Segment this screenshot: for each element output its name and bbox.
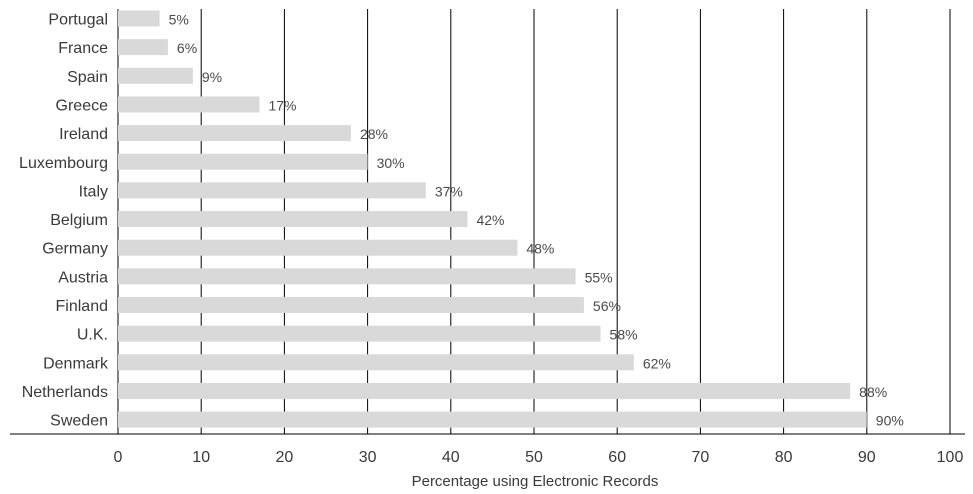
- x-tick-label: 10: [192, 449, 210, 466]
- value-label: 55%: [585, 269, 613, 285]
- bar: [118, 211, 468, 228]
- bar: [118, 153, 368, 170]
- x-tick-label: 60: [608, 449, 626, 466]
- value-labels: 5% 6% 9% 17% 28% 30% 37% 42% 48% 55% 56% 58% 62% 88% 9…: [169, 12, 904, 429]
- x-tick-label: 80: [775, 449, 793, 466]
- value-label: 6%: [177, 40, 197, 56]
- x-tick-labels: 0 10 20 30 40 50 60 70 80 90 100: [114, 449, 964, 466]
- bar: [118, 382, 851, 399]
- value-label: 17%: [268, 97, 296, 113]
- value-label: 56%: [593, 298, 621, 314]
- category-label: Belgium: [50, 212, 108, 229]
- category-label: Netherlands: [22, 384, 108, 401]
- bar: [118, 67, 193, 84]
- bar: [118, 39, 168, 56]
- x-tick-label: 30: [359, 449, 377, 466]
- value-label: 90%: [876, 413, 904, 429]
- value-label: 48%: [526, 241, 554, 257]
- category-label: France: [58, 40, 108, 57]
- bar: [118, 125, 351, 142]
- x-tick-label: 40: [442, 449, 460, 466]
- x-tick-label: 70: [692, 449, 710, 466]
- category-label: Portugal: [48, 12, 108, 29]
- value-label: 5%: [169, 12, 189, 28]
- bars: [118, 10, 867, 428]
- value-label: 28%: [360, 126, 388, 142]
- value-label: 62%: [643, 355, 671, 371]
- category-label: Sweden: [50, 413, 108, 430]
- value-label: 58%: [610, 327, 638, 343]
- bar: [118, 96, 260, 113]
- x-tick-label: 20: [276, 449, 294, 466]
- category-labels: Portugal France Spain Greece Ireland Luxembou…: [19, 12, 109, 430]
- category-label: Finland: [56, 298, 108, 315]
- x-tick-label: 100: [937, 449, 964, 466]
- value-label: 42%: [476, 212, 504, 228]
- bar: [118, 297, 584, 313]
- bar: [118, 239, 518, 256]
- bar: [118, 10, 160, 27]
- category-label: Denmark: [43, 355, 109, 372]
- x-tick-label: 90: [858, 449, 876, 466]
- bar: [118, 325, 601, 342]
- bar: [118, 411, 867, 428]
- category-label: Spain: [67, 69, 108, 86]
- bar: [118, 354, 634, 371]
- value-label: 30%: [377, 155, 405, 171]
- x-tick-label: 50: [525, 449, 543, 466]
- bar: [118, 268, 576, 285]
- category-label: Austria: [58, 269, 108, 286]
- value-label: 9%: [202, 69, 222, 85]
- category-label: Germany: [42, 241, 108, 258]
- value-label: 88%: [859, 384, 887, 400]
- value-label: 37%: [435, 183, 463, 199]
- bar: [118, 182, 426, 199]
- category-label: Luxembourg: [19, 155, 108, 172]
- category-label: Ireland: [59, 126, 108, 143]
- category-label: Italy: [79, 183, 108, 200]
- x-axis-title: Percentage using Electronic Records: [412, 473, 659, 490]
- category-label: U.K.: [77, 327, 108, 344]
- x-tick-label: 0: [114, 449, 123, 466]
- category-label: Greece: [56, 97, 109, 114]
